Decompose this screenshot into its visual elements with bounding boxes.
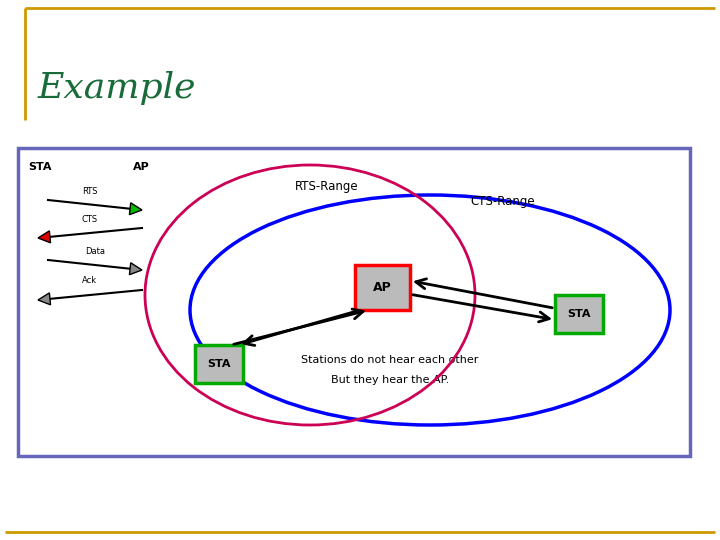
Bar	[18, 148, 690, 456]
Text: AP: AP	[373, 281, 392, 294]
Text: But they hear the AP.: But they hear the AP.	[331, 375, 449, 385]
Text: RTS: RTS	[82, 187, 98, 196]
Text: Stations do not hear each other: Stations do not hear each other	[301, 355, 479, 365]
Text: Ack: Ack	[82, 276, 98, 285]
Text: RTS-Range: RTS-Range	[295, 180, 359, 193]
Text: Data: Data	[85, 247, 105, 256]
Text: CTS: CTS	[82, 215, 98, 224]
Polygon shape	[38, 231, 50, 243]
Bar	[555, 295, 603, 333]
Bar	[355, 265, 410, 310]
Polygon shape	[130, 202, 142, 215]
Text: STA: STA	[207, 359, 230, 369]
Bar	[195, 345, 243, 383]
Polygon shape	[130, 263, 142, 275]
Text: CTS-Range: CTS-Range	[470, 195, 535, 208]
Text: Example: Example	[38, 71, 197, 105]
Text: STA: STA	[567, 309, 590, 319]
Text: STA: STA	[28, 162, 52, 172]
Polygon shape	[38, 293, 50, 305]
Text: AP: AP	[133, 162, 150, 172]
